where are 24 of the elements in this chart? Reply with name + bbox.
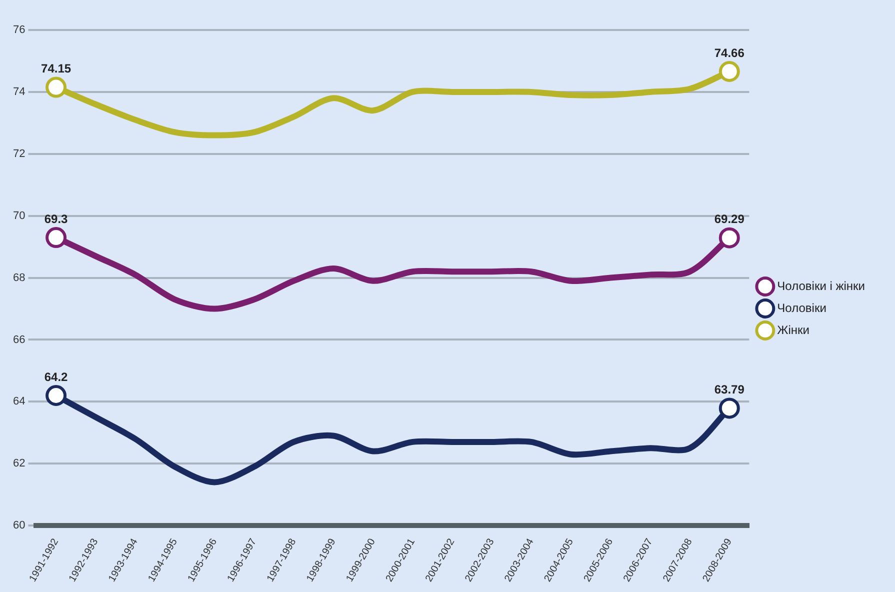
y-tick-label: 68: [12, 272, 26, 284]
legend-label: Чоловіки: [777, 300, 826, 315]
data-label: 69.29: [714, 212, 745, 226]
data-label: 74.66: [714, 46, 745, 60]
point: [46, 76, 67, 98]
data-label: 69.3: [44, 212, 68, 226]
legend-label: Жінки: [777, 322, 810, 337]
point: [46, 384, 67, 406]
y-tick-label: 60: [12, 520, 26, 532]
data-label: 74.15: [41, 62, 72, 76]
point: [46, 227, 67, 248]
data-label: 64.2: [44, 370, 68, 384]
point: [718, 227, 740, 248]
y-tick-label: 62: [12, 458, 26, 470]
data-label: 63.79: [714, 382, 745, 397]
point: [718, 61, 740, 82]
y-tick-label: 76: [12, 24, 26, 36]
legend-label: Чоловіки і жінки: [777, 278, 866, 293]
y-tick-label: 64: [12, 396, 26, 408]
y-tick-label: 66: [12, 334, 26, 346]
y-tick-label: 72: [12, 148, 26, 160]
y-tick-label: 74: [12, 86, 26, 98]
point: [718, 398, 740, 419]
y-tick-label: 70: [12, 210, 26, 222]
